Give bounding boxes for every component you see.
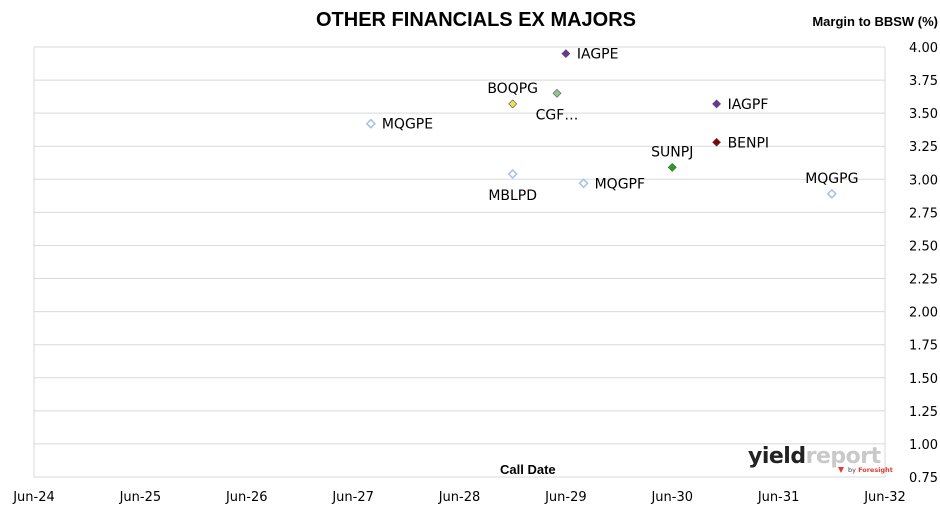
y-tick-label: 3.50 [909, 107, 938, 122]
y-tick-label: 2.00 [909, 306, 938, 321]
y-tick-label: 3.00 [909, 173, 938, 188]
data-point-iagpf [712, 99, 721, 109]
y-tick-label: 3.25 [909, 140, 938, 155]
data-label: IAGPE [577, 47, 619, 63]
chart-title: OTHER FINANCIALS EX MAJORS [315, 9, 637, 31]
logo-byline: by Foresight [848, 466, 893, 474]
data-label: MQGPG [805, 171, 858, 187]
data-label: BENPI [728, 135, 770, 151]
x-tick-label: Jun-32 [863, 490, 906, 505]
data-label: SUNPJ [651, 144, 693, 160]
y-axis-title: Margin to BBSW (%) [812, 14, 938, 29]
x-tick-label: Jun-26 [225, 490, 268, 505]
data-label: IAGPF [728, 97, 769, 113]
y-tick-label: 2.50 [909, 239, 938, 254]
data-point-benpi [712, 137, 721, 147]
y-tick-label: 2.25 [909, 273, 938, 288]
data-point-sunpj [667, 162, 677, 172]
foresight-marker-icon [838, 467, 844, 473]
x-tick-label: Jun-29 [544, 490, 587, 505]
y-tick-label: 2.75 [909, 206, 938, 221]
data-label: MQGPF [595, 176, 645, 192]
x-tick-label: Jun-31 [757, 490, 800, 505]
x-tick-label: Jun-28 [438, 490, 481, 505]
data-label: CGF… [536, 107, 579, 123]
y-tick-label: 1.00 [909, 438, 938, 453]
y-tick-label: 1.75 [909, 339, 938, 354]
data-point-mblpd [507, 168, 518, 180]
data-label: BOQPG [487, 81, 538, 97]
x-axis-title: Call Date [500, 462, 556, 477]
data-point-iagpe [561, 49, 571, 59]
y-tick-label: 3.75 [909, 74, 938, 89]
data-point-mqgpe [365, 118, 376, 129]
x-tick-label: Jun-27 [331, 490, 374, 505]
logo-foresight: Foresight [858, 466, 893, 474]
x-tick-label: Jun-25 [119, 490, 162, 505]
x-tick-label: Jun-30 [650, 490, 693, 505]
logo-text-yield: yield [748, 444, 806, 469]
data-point-mqgpg [826, 188, 837, 199]
y-tick-label: 4.00 [909, 41, 938, 56]
data-point-cgf [552, 88, 562, 98]
y-tick-label: 1.50 [909, 372, 938, 387]
y-tick-label: 0.75 [909, 471, 938, 486]
data-label: MQGPE [382, 117, 433, 133]
y-tick-label: 1.25 [909, 405, 938, 420]
data-label: MBLPD [488, 188, 537, 204]
data-point-boqpg [508, 99, 518, 109]
x-tick-label: Jun-24 [12, 490, 55, 505]
data-point-mqgpf [578, 178, 589, 189]
yieldreport-logo: yieldreport [748, 444, 881, 469]
logo-by: by [848, 466, 856, 474]
logo-text-report: report [805, 444, 882, 469]
